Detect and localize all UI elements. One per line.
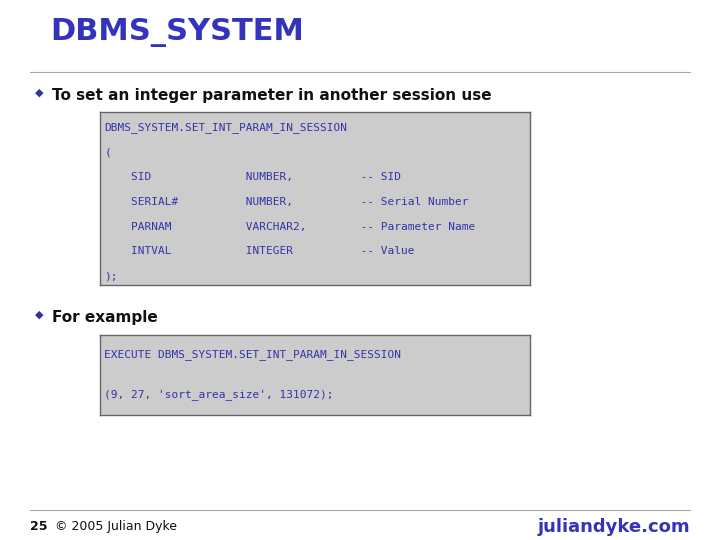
Text: ◆: ◆ (35, 310, 43, 320)
Text: DBMS_SYSTEM.SET_INT_PARAM_IN_SESSION: DBMS_SYSTEM.SET_INT_PARAM_IN_SESSION (104, 123, 347, 133)
Text: (: ( (104, 147, 111, 158)
Text: SID              NUMBER,          -- SID: SID NUMBER, -- SID (104, 172, 401, 182)
Text: SERIAL#          NUMBER,          -- Serial Number: SERIAL# NUMBER, -- Serial Number (104, 197, 469, 207)
Text: juliandyke.com: juliandyke.com (537, 518, 690, 536)
Text: INTVAL           INTEGER          -- Value: INTVAL INTEGER -- Value (104, 246, 415, 256)
Text: To set an integer parameter in another session use: To set an integer parameter in another s… (52, 88, 492, 103)
Text: DBMS_SYSTEM: DBMS_SYSTEM (50, 18, 304, 47)
Text: (9, 27, 'sort_area_size', 131072);: (9, 27, 'sort_area_size', 131072); (104, 389, 334, 401)
Text: For example: For example (52, 310, 158, 325)
Text: EXECUTE DBMS_SYSTEM.SET_INT_PARAM_IN_SESSION: EXECUTE DBMS_SYSTEM.SET_INT_PARAM_IN_SES… (104, 349, 401, 361)
Text: ◆: ◆ (35, 88, 43, 98)
Text: );: ); (104, 271, 118, 281)
Text: © 2005 Julian Dyke: © 2005 Julian Dyke (55, 520, 177, 533)
Text: PARNAM           VARCHAR2,        -- Parameter Name: PARNAM VARCHAR2, -- Parameter Name (104, 222, 475, 232)
Text: 25: 25 (30, 520, 48, 533)
